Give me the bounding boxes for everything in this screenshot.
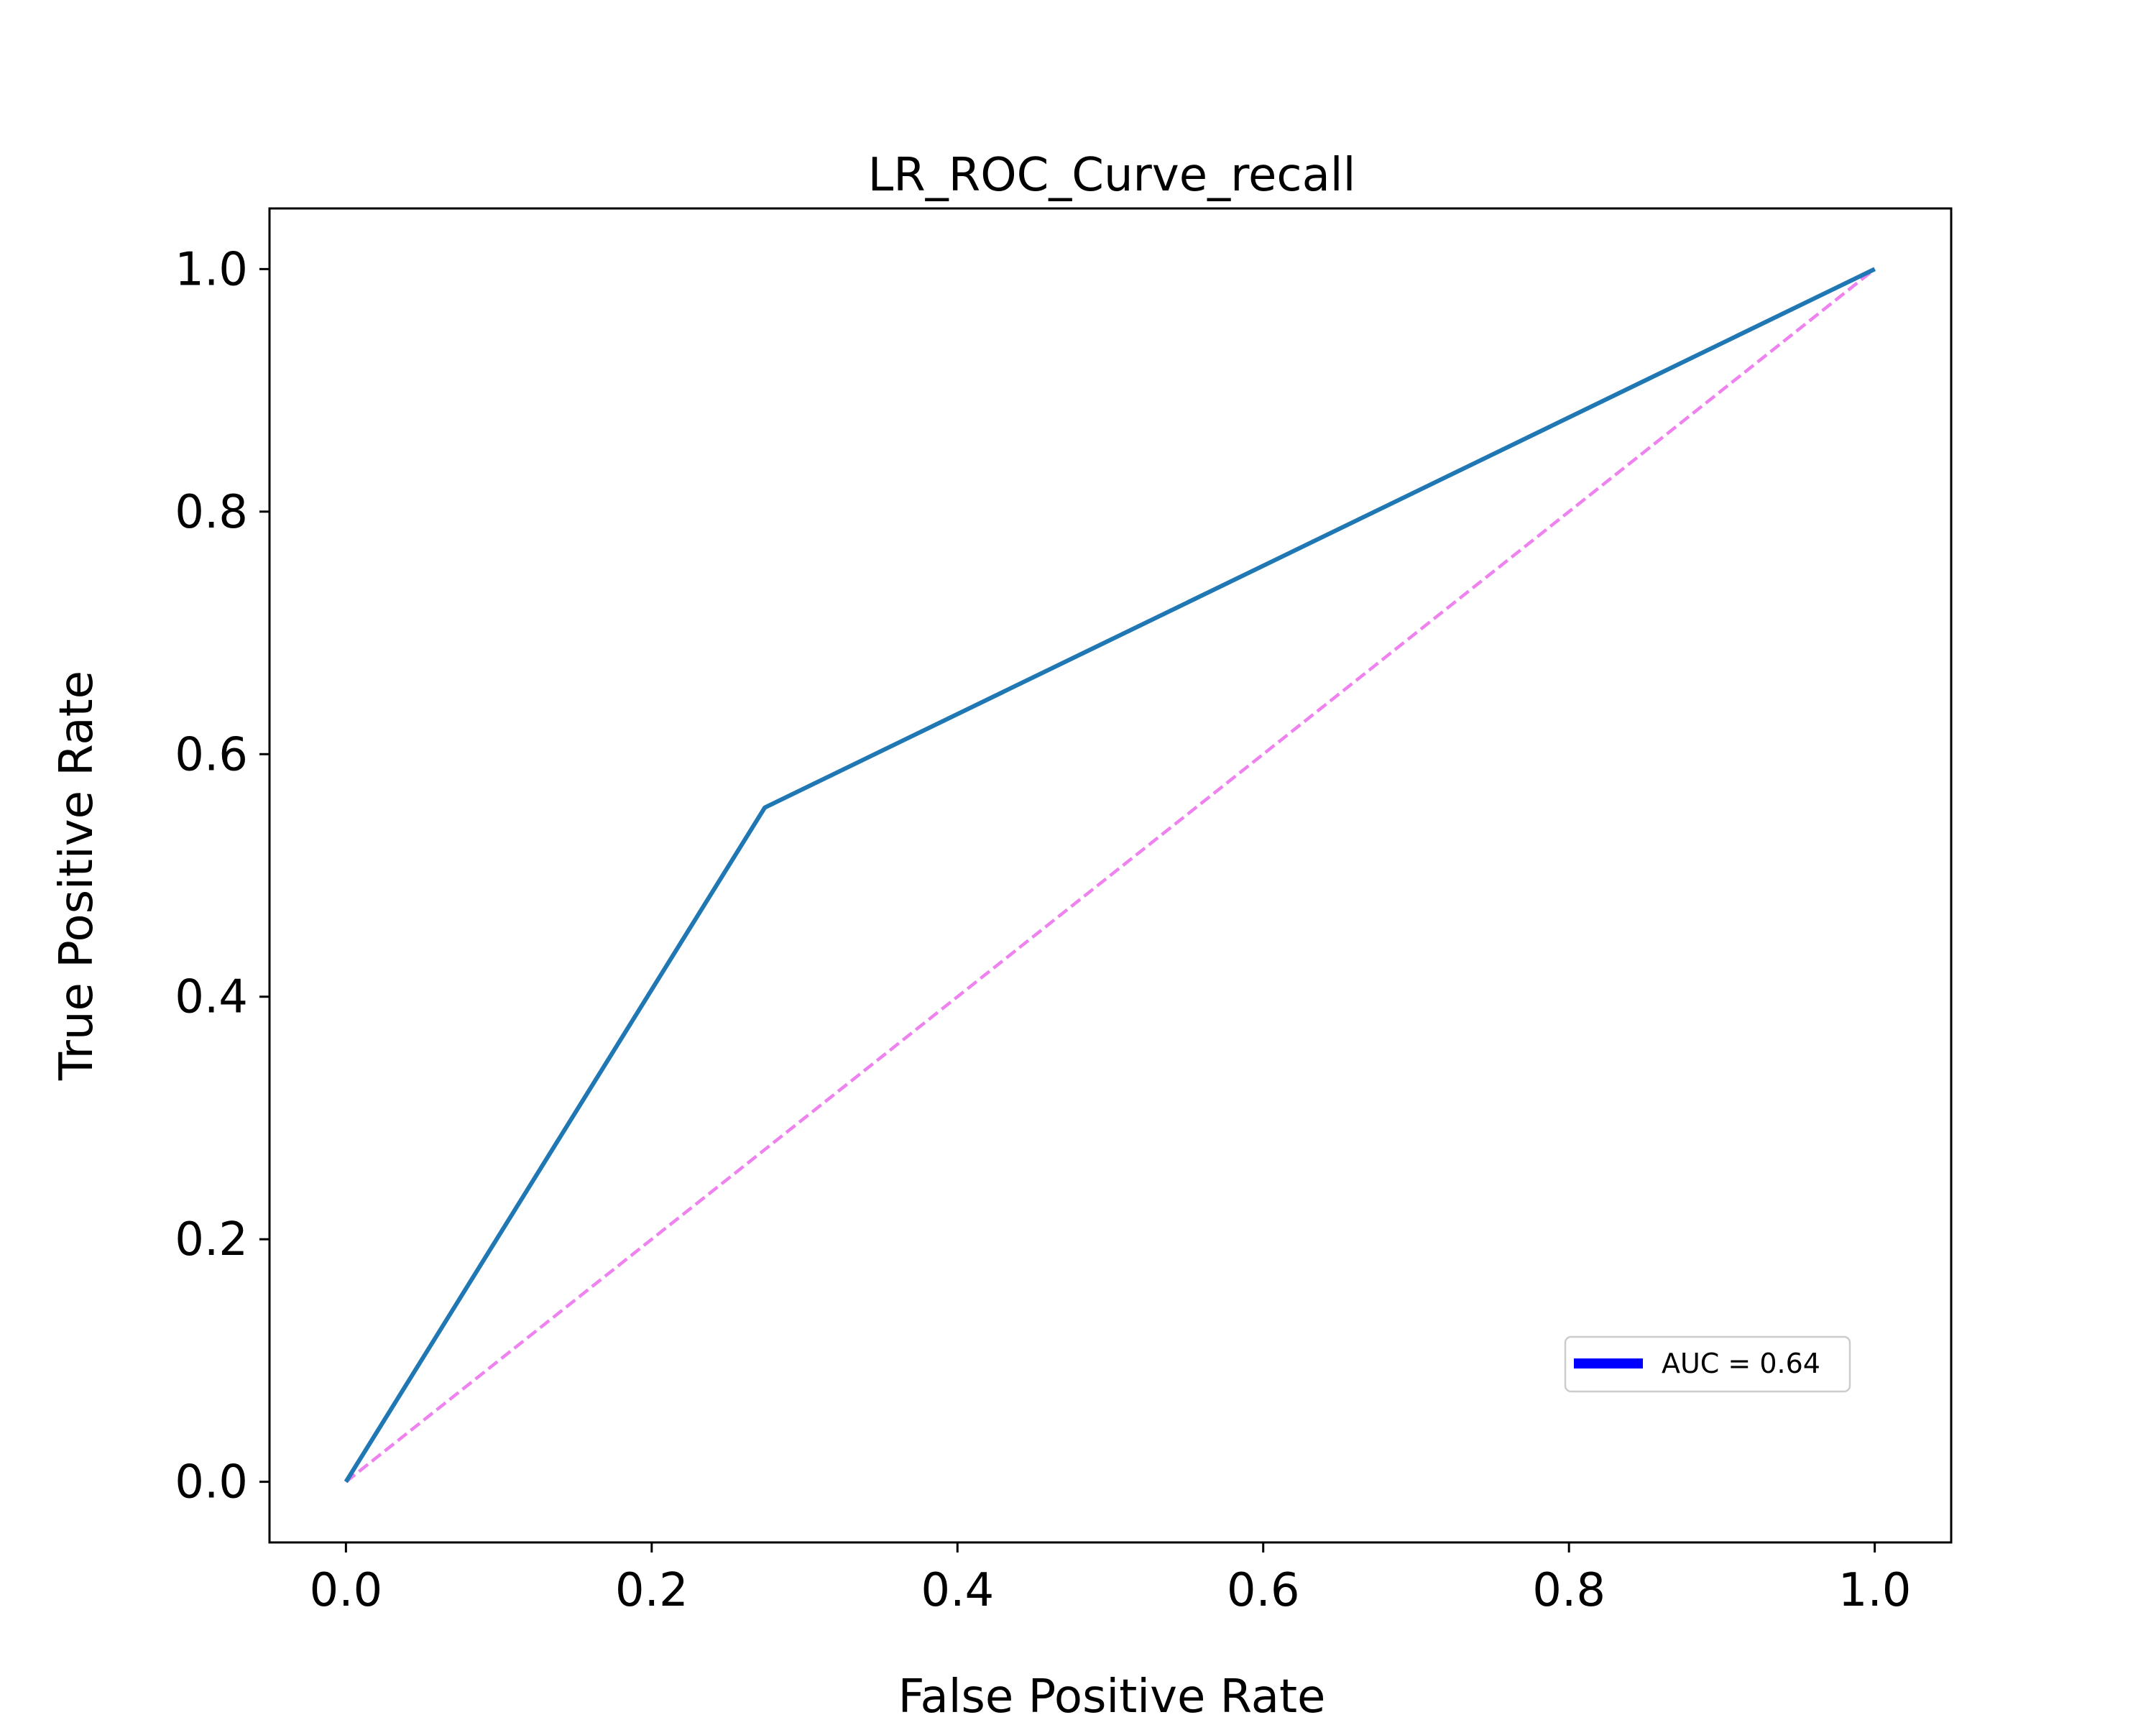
x-axis-label: False Positive Rate <box>898 1670 1326 1724</box>
x-tick-label: 0.6 <box>1227 1564 1300 1617</box>
x-tick-label: 0.0 <box>309 1564 382 1617</box>
plot-lines <box>344 267 1876 1484</box>
y-tick-label: 0.8 <box>175 486 248 539</box>
legend: AUC = 0.64 <box>1564 1335 1851 1393</box>
y-tick-label: 1.0 <box>175 243 248 296</box>
y-axis-label: True Positive Rate <box>50 671 103 1081</box>
x-tick-label: 0.8 <box>1532 1564 1606 1617</box>
plot-frame <box>268 207 1953 1544</box>
x-tick-label: 1.0 <box>1838 1564 1912 1617</box>
axis-ticks: 0.0 0.2 0.4 0.6 0.8 1.0 0.0 0.2 0.4 0.6 0.8 1.0 <box>175 243 1911 1617</box>
y-tick-label: 0.2 <box>175 1213 248 1266</box>
y-tick-label: 0.6 <box>175 728 248 781</box>
x-tick-label: 0.2 <box>615 1564 688 1617</box>
chart-title: LR_ROC_Curve_recall <box>868 149 1356 202</box>
roc-curve-line <box>344 267 1876 1484</box>
legend-box <box>1564 1335 1851 1393</box>
y-tick-label: 0.4 <box>175 971 248 1024</box>
x-tick-label: 0.4 <box>921 1564 994 1617</box>
y-tick-label: 0.0 <box>175 1456 248 1509</box>
chance-diagonal-line <box>344 267 1876 1484</box>
legend-label: AUC = 0.64 <box>1662 1348 1820 1379</box>
